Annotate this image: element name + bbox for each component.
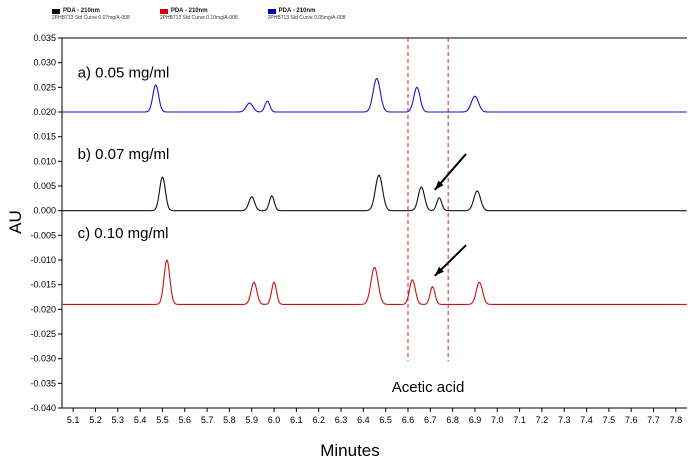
x-tick-label: 5.1: [67, 415, 80, 425]
x-tick-label: 6.7: [424, 415, 437, 425]
x-tick-label: 6.6: [402, 415, 415, 425]
y-tick-label: -0.010: [30, 255, 56, 265]
x-tick-label: 6.3: [335, 415, 348, 425]
x-tick-label: 6.0: [268, 415, 281, 425]
x-tick-label: 5.7: [201, 415, 214, 425]
x-tick-label: 7.8: [670, 415, 683, 425]
y-tick-label: 0.035: [33, 33, 56, 43]
x-tick-label: 6.2: [312, 415, 325, 425]
annotation-arrowhead: [434, 266, 444, 276]
trace-line: [62, 77, 687, 113]
y-tick-label: 0.000: [33, 206, 56, 216]
x-tick-label: 7.4: [580, 415, 593, 425]
x-tick-label: 6.4: [357, 415, 370, 425]
legend-item: PDA - 210nm 2PHB713 Std Curve 0.05mg/A-0…: [267, 8, 346, 21]
y-tick-label: 0.005: [33, 181, 56, 191]
annotation-label: a) 0.05 mg/ml: [78, 64, 170, 81]
legend-sublabel: 2PHB713 Std Curve 0.07mg/A-008: [52, 15, 130, 21]
x-tick-label: 5.6: [179, 415, 192, 425]
x-tick-label: 7.7: [647, 415, 660, 425]
legend-swatch: [159, 9, 168, 14]
x-tick-label: 7.3: [558, 415, 571, 425]
legend-swatch: [267, 9, 276, 14]
x-tick-label: 6.5: [379, 415, 392, 425]
x-tick-label: 7.5: [603, 415, 616, 425]
y-tick-label: 0.010: [33, 156, 56, 166]
y-tick-label: 0.015: [33, 132, 56, 142]
annotation-label: c) 0.10 mg/ml: [78, 225, 169, 242]
legend-label: PDA - 210nm: [63, 8, 100, 14]
y-tick-label: -0.025: [30, 329, 56, 339]
x-axis-title: Minutes: [320, 441, 380, 460]
legend-sublabel: 2PHB713 Std Curve 0.05mg/A-008: [267, 15, 346, 21]
annotation-arrowhead: [434, 180, 444, 190]
trace-line: [62, 259, 687, 305]
trace-line: [62, 174, 687, 212]
x-tick-label: 5.8: [223, 415, 236, 425]
legend-sublabel: 2PHB713 Std Curve 0.10mg/A-008: [159, 15, 238, 21]
annotation-label: Acetic acid: [392, 379, 465, 396]
legend-label: PDA - 210nm: [170, 8, 208, 14]
legend-item: PDA - 210nm 2PHB713 Std Curve 0.10mg/A-0…: [159, 8, 238, 21]
y-tick-label: -0.040: [30, 403, 56, 413]
y-axis-title: AU: [6, 210, 25, 234]
x-tick-label: 5.5: [156, 415, 169, 425]
x-tick-label: 5.3: [112, 415, 125, 425]
x-tick-label: 7.1: [513, 415, 526, 425]
x-tick-label: 5.4: [134, 415, 147, 425]
x-tick-label: 7.2: [536, 415, 549, 425]
legend: PDA - 210nm 2PHB713 Std Curve 0.07mg/A-0…: [52, 8, 345, 21]
y-tick-label: -0.015: [30, 280, 56, 290]
annotation-label: b) 0.07 mg/ml: [78, 146, 170, 163]
legend-label: PDA - 210nm: [278, 8, 316, 14]
x-tick-label: 7.0: [491, 415, 504, 425]
legend-swatch: [52, 9, 60, 14]
y-tick-label: 0.025: [33, 82, 56, 92]
x-tick-label: 6.1: [290, 415, 303, 425]
y-tick-label: -0.035: [30, 378, 56, 388]
x-tick-label: 6.9: [469, 415, 482, 425]
x-tick-label: 6.8: [446, 415, 459, 425]
y-tick-label: 0.030: [33, 58, 56, 68]
y-tick-label: -0.020: [30, 304, 56, 314]
y-tick-label: -0.005: [30, 230, 56, 240]
y-tick-label: -0.030: [30, 354, 56, 364]
x-tick-label: 5.9: [245, 415, 258, 425]
x-tick-label: 5.2: [89, 415, 102, 425]
y-tick-label: 0.020: [33, 107, 56, 117]
x-tick-label: 7.6: [625, 415, 638, 425]
legend-item: PDA - 210nm 2PHB713 Std Curve 0.07mg/A-0…: [52, 8, 130, 21]
